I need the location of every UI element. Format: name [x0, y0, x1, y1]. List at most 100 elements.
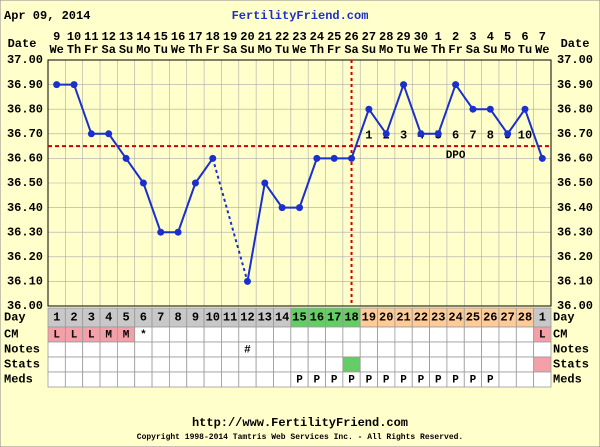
notes-cell [134, 341, 153, 358]
x-tick-label: 9 [53, 30, 60, 44]
med-value: P [400, 374, 407, 386]
cycle-day: 1 [539, 311, 546, 325]
temperature-point [452, 81, 460, 89]
med-value: P [296, 374, 303, 386]
cm-cell [463, 326, 483, 343]
temperature-point [400, 81, 408, 89]
weekday-label: Mo [379, 43, 393, 57]
cm-cell [325, 326, 344, 343]
meds-cell [515, 371, 535, 388]
notes-cell [221, 341, 240, 358]
cm-cell [151, 326, 170, 343]
stats-cell [411, 356, 430, 373]
cm-cell [203, 326, 222, 343]
cm-cell [515, 326, 535, 343]
y-tick-label-right: 36.20 [557, 250, 593, 264]
temperature-point [122, 154, 130, 162]
cm-cell [377, 326, 396, 343]
cycle-day: 5 [122, 311, 129, 325]
dpo-label: 8 [487, 128, 494, 142]
cycle-day: 12 [240, 311, 254, 325]
notes-cell [342, 341, 361, 358]
cycle-day: 21 [396, 311, 410, 325]
notes-cell [446, 341, 465, 358]
x-tick-label: 17 [188, 30, 202, 44]
cm-value: M [105, 329, 112, 341]
cm-cell [307, 326, 326, 343]
temperature-point [417, 130, 425, 138]
weekday-label: Tu [396, 43, 410, 57]
cm-value: L [53, 329, 60, 341]
meds-cell [99, 371, 118, 388]
y-tick-label-right: 36.10 [557, 275, 593, 289]
meds-cell [64, 371, 84, 388]
cm-cell [359, 326, 378, 343]
stats-cell [463, 356, 483, 373]
temperature-point [504, 130, 512, 138]
temperature-point [261, 179, 269, 187]
stats-cell [64, 356, 84, 373]
med-value: P [470, 374, 477, 386]
temperature-point [105, 130, 113, 138]
x-tick-label: 28 [379, 30, 393, 44]
y-tick-label-right: 36.70 [557, 127, 593, 141]
cycle-day: 3 [88, 311, 95, 325]
x-tick-label: 7 [539, 30, 546, 44]
x-tick-label: 22 [275, 30, 289, 44]
cm-cell [273, 326, 292, 343]
stats-cell [82, 356, 101, 373]
weekday-label: Su [119, 43, 133, 57]
temperature-point [313, 154, 321, 162]
temperature-point [382, 130, 390, 138]
temperature-point [330, 154, 338, 162]
temperature-point [139, 179, 147, 187]
notes-cell [325, 341, 344, 358]
cycle-day: 28 [518, 311, 532, 325]
temperature-point [365, 105, 373, 113]
weekday-label: Th [431, 43, 445, 57]
x-tick-label: 23 [292, 30, 306, 44]
weekday-label: Su [240, 43, 254, 57]
y-tick-label: 36.30 [7, 225, 43, 239]
x-tick-label: 13 [119, 30, 133, 44]
notes-cell [255, 341, 274, 358]
stats-cell [394, 356, 413, 373]
row-label-right: Day [553, 311, 575, 325]
note-value: # [244, 344, 251, 356]
stats-cell [325, 356, 344, 373]
dpo-title: DPO [446, 150, 466, 162]
meds-cell [238, 371, 257, 388]
notes-cell [533, 341, 552, 358]
stats-cell [134, 356, 153, 373]
cycle-day: 24 [448, 311, 462, 325]
cycle-day: 14 [275, 311, 289, 325]
y-tick-label-right: 37.00 [557, 53, 593, 67]
cycle-day: 13 [258, 311, 272, 325]
med-value: P [487, 374, 494, 386]
notes-cell [463, 341, 483, 358]
temperature-point [538, 154, 546, 162]
notes-cell [307, 341, 326, 358]
meds-cell [134, 371, 153, 388]
notes-cell [377, 341, 396, 358]
notes-cell [515, 341, 535, 358]
cycle-day: 19 [362, 311, 376, 325]
weekday-label: Su [483, 43, 497, 57]
weekday-label: Mo [136, 43, 150, 57]
stats-cell [359, 356, 378, 373]
temperature-point [434, 130, 442, 138]
temperature-point [348, 154, 356, 162]
cm-cell [498, 326, 517, 343]
cm-value: * [140, 329, 147, 341]
notes-cell [64, 341, 84, 358]
weekday-label: Sa [223, 43, 237, 57]
cm-value: L [88, 329, 95, 341]
row-label: Date [561, 37, 590, 51]
temperature-point [469, 105, 477, 113]
x-tick-label: 14 [136, 30, 150, 44]
y-tick-label-right: 36.60 [557, 152, 593, 166]
meds-cell [82, 371, 101, 388]
stats-cell [255, 356, 274, 373]
cycle-day: 26 [483, 311, 497, 325]
y-tick-label: 36.00 [7, 299, 43, 313]
